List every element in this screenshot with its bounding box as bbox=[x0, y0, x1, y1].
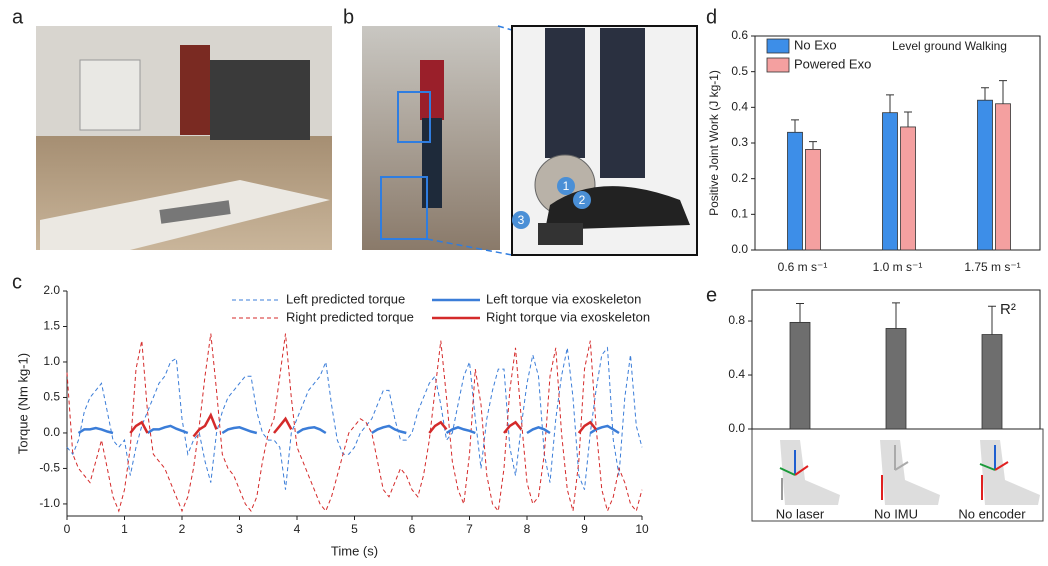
x-tick-label: 2 bbox=[179, 522, 186, 536]
bar bbox=[883, 113, 898, 250]
x-tick-label: 6 bbox=[409, 522, 416, 536]
y-tick-label: 0.0 bbox=[728, 421, 745, 435]
x-tick-label: No laser bbox=[776, 506, 825, 521]
y-tick-label: 0.0 bbox=[43, 425, 60, 439]
x-tick-label: 0 bbox=[64, 522, 71, 536]
x-tick-label: 10 bbox=[635, 522, 649, 536]
x-axis-label: Time (s) bbox=[331, 543, 378, 558]
x-tick-label: 0.6 m s⁻¹ bbox=[778, 260, 828, 274]
y-tick-label: -0.5 bbox=[39, 461, 60, 475]
series-line bbox=[79, 426, 620, 433]
y-tick-label: 2.0 bbox=[43, 283, 60, 297]
x-tick-label: 9 bbox=[581, 522, 588, 536]
error-bar bbox=[981, 88, 989, 100]
x-tick-label: No IMU bbox=[874, 506, 918, 521]
error-bar bbox=[809, 142, 817, 150]
y-tick-label: 1.0 bbox=[43, 354, 60, 368]
error-bar bbox=[904, 112, 912, 127]
page: ab123c-1.0-0.50.00.51.01.52.001234567891… bbox=[0, 0, 1048, 566]
y-tick-label: 0.5 bbox=[731, 64, 748, 78]
photo-a bbox=[36, 26, 332, 250]
y-tick-label: 0.3 bbox=[731, 135, 748, 149]
legend-swatch bbox=[767, 39, 789, 53]
x-tick-label: 4 bbox=[294, 522, 301, 536]
y-tick-label: 0.4 bbox=[731, 100, 748, 114]
legend-label: Left torque via exoskeleton bbox=[486, 291, 641, 306]
x-tick-label: 1.75 m s⁻¹ bbox=[964, 260, 1020, 274]
figure: ab123c-1.0-0.50.00.51.01.52.001234567891… bbox=[0, 0, 1048, 561]
x-tick-label: No encoder bbox=[958, 506, 1026, 521]
legend-label: Right predicted torque bbox=[286, 309, 414, 324]
series-line bbox=[67, 348, 642, 490]
bar bbox=[788, 132, 803, 250]
x-tick-label: 7 bbox=[466, 522, 473, 536]
x-tick-label: 5 bbox=[351, 522, 358, 536]
bar bbox=[982, 335, 1002, 429]
legend-label: Right torque via exoskeleton bbox=[486, 309, 650, 324]
x-tick-label: 3 bbox=[236, 522, 243, 536]
bar bbox=[790, 322, 810, 429]
legend-swatch bbox=[767, 58, 789, 72]
y-tick-label: 0.0 bbox=[731, 242, 748, 256]
panel-label: e bbox=[706, 284, 717, 306]
y-tick-label: 1.5 bbox=[43, 319, 60, 333]
y-tick-label: 0.6 bbox=[731, 28, 748, 42]
y-axis-label: Positive Joint Work (J kg-1) bbox=[707, 70, 721, 216]
error-bar bbox=[791, 120, 799, 132]
error-bar bbox=[892, 303, 900, 329]
panel-label: b bbox=[343, 6, 354, 28]
error-bar bbox=[988, 306, 996, 334]
legend-label: Powered Exo bbox=[794, 56, 871, 71]
y-tick-label: 0.8 bbox=[728, 313, 745, 327]
y-tick-label: -1.0 bbox=[39, 496, 60, 510]
bar bbox=[978, 100, 993, 250]
marker-label: 3 bbox=[518, 213, 525, 227]
y-tick-label: 0.2 bbox=[731, 171, 748, 185]
bar bbox=[996, 104, 1011, 250]
x-tick-label: 1 bbox=[121, 522, 128, 536]
y-axis-label: Torque (Nm kg-1) bbox=[15, 353, 30, 454]
y-tick-label: 0.1 bbox=[731, 207, 748, 221]
marker-label: 2 bbox=[579, 193, 586, 207]
legend-label: No Exo bbox=[794, 37, 837, 52]
annotation: R² bbox=[1000, 301, 1016, 318]
annotation: Level ground Walking bbox=[892, 39, 1007, 53]
legend-label: Left predicted torque bbox=[286, 291, 405, 306]
y-tick-label: 0.5 bbox=[43, 390, 60, 404]
bar bbox=[901, 127, 916, 250]
series-line bbox=[130, 415, 596, 436]
bar bbox=[806, 149, 821, 250]
axis bbox=[67, 291, 642, 516]
x-tick-label: 8 bbox=[524, 522, 531, 536]
marker-label: 1 bbox=[563, 179, 570, 193]
error-bar bbox=[886, 95, 894, 113]
panel-label: d bbox=[706, 6, 717, 28]
panel-label: a bbox=[12, 6, 24, 28]
error-bar bbox=[999, 81, 1007, 104]
error-bar bbox=[796, 303, 804, 322]
y-tick-label: 0.4 bbox=[728, 367, 745, 381]
panel-label: c bbox=[12, 271, 22, 293]
x-tick-label: 1.0 m s⁻¹ bbox=[873, 260, 923, 274]
bar bbox=[886, 328, 906, 429]
